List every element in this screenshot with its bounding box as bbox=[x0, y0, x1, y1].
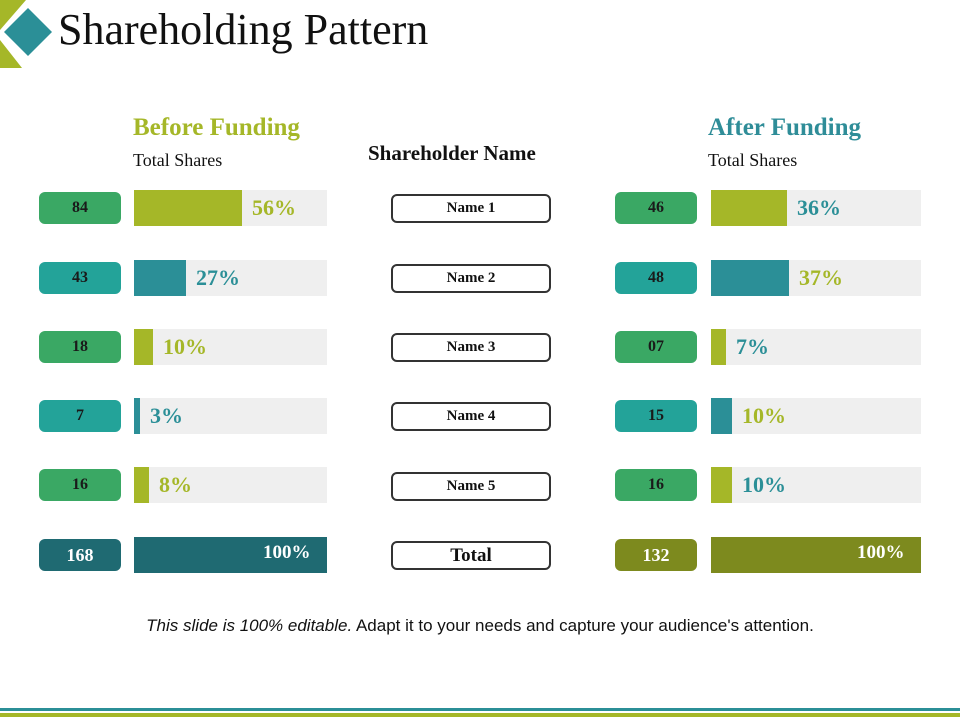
before-bar-track bbox=[134, 329, 327, 365]
after-bar-track bbox=[711, 467, 921, 503]
after-bar bbox=[711, 190, 787, 226]
after-bar-track bbox=[711, 537, 921, 573]
after-bar-track bbox=[711, 398, 921, 434]
before-bar bbox=[134, 190, 242, 226]
before-bar bbox=[134, 467, 149, 503]
footer-note: This slide is 100% editable. Adapt it to… bbox=[0, 616, 960, 636]
before-percent-label: 27% bbox=[196, 265, 240, 290]
before-bar bbox=[134, 537, 327, 573]
after-shares-count: 16 bbox=[615, 469, 697, 501]
shareholder-name-label: Name 4 bbox=[391, 402, 551, 431]
footer-note-emphasis: This slide is 100% editable. bbox=[146, 616, 353, 635]
page-title: Shareholding Pattern bbox=[58, 5, 429, 54]
shareholder-name-label: Name 5 bbox=[391, 472, 551, 501]
shareholder-name-label: Name 3 bbox=[391, 333, 551, 362]
bottom-stripe-olive bbox=[0, 713, 960, 717]
footer-note-text: Adapt it to your needs and capture your … bbox=[352, 616, 814, 635]
before-shares-count: 18 bbox=[39, 331, 121, 363]
before-funding-heading: Before Funding bbox=[133, 114, 300, 141]
after-percent-label: 37% bbox=[799, 265, 843, 290]
before-bar-track bbox=[134, 398, 327, 434]
after-percent-label: 10% bbox=[742, 403, 786, 428]
after-bar-track bbox=[711, 260, 921, 296]
before-percent-label: 3% bbox=[150, 403, 183, 428]
after-shares-count: 15 bbox=[615, 400, 697, 432]
before-bar bbox=[134, 260, 186, 296]
before-percent-label: 8% bbox=[159, 472, 192, 497]
after-percent-label: 7% bbox=[736, 334, 769, 359]
after-shares-count: 07 bbox=[615, 331, 697, 363]
before-shares-count: 7 bbox=[39, 400, 121, 432]
before-bar-track bbox=[134, 537, 327, 573]
after-total-shares-label: Total Shares bbox=[708, 150, 798, 170]
shareholder-name-label: Total bbox=[391, 541, 551, 570]
after-bar-track bbox=[711, 190, 921, 226]
before-bar-track bbox=[134, 467, 327, 503]
after-shares-count: 132 bbox=[615, 539, 697, 571]
before-shares-count: 84 bbox=[39, 192, 121, 224]
bottom-stripe-teal bbox=[0, 708, 960, 711]
after-shares-count: 48 bbox=[615, 262, 697, 294]
before-shares-count: 168 bbox=[39, 539, 121, 571]
after-bar bbox=[711, 467, 732, 503]
before-shares-count: 16 bbox=[39, 469, 121, 501]
before-percent-label: 10% bbox=[163, 334, 207, 359]
before-bar-track bbox=[134, 190, 327, 226]
after-bar bbox=[711, 329, 726, 365]
after-bar bbox=[711, 398, 732, 434]
shareholder-name-heading: Shareholder Name bbox=[368, 141, 536, 165]
after-percent-label: 100% bbox=[857, 542, 905, 563]
after-percent-label: 10% bbox=[742, 472, 786, 497]
shareholder-name-label: Name 1 bbox=[391, 194, 551, 223]
before-shares-count: 43 bbox=[39, 262, 121, 294]
after-percent-label: 36% bbox=[797, 195, 841, 220]
before-total-shares-label: Total Shares bbox=[133, 150, 223, 170]
before-bar-track bbox=[134, 260, 327, 296]
after-funding-heading: After Funding bbox=[708, 114, 862, 141]
before-bar bbox=[134, 398, 140, 434]
before-percent-label: 100% bbox=[263, 542, 311, 563]
shareholder-name-label: Name 2 bbox=[391, 264, 551, 293]
after-bar bbox=[711, 260, 789, 296]
after-bar-track bbox=[711, 329, 921, 365]
after-shares-count: 46 bbox=[615, 192, 697, 224]
diamond-logo-icon bbox=[0, 0, 52, 68]
before-bar bbox=[134, 329, 153, 365]
after-bar bbox=[711, 537, 921, 573]
before-percent-label: 56% bbox=[252, 195, 296, 220]
